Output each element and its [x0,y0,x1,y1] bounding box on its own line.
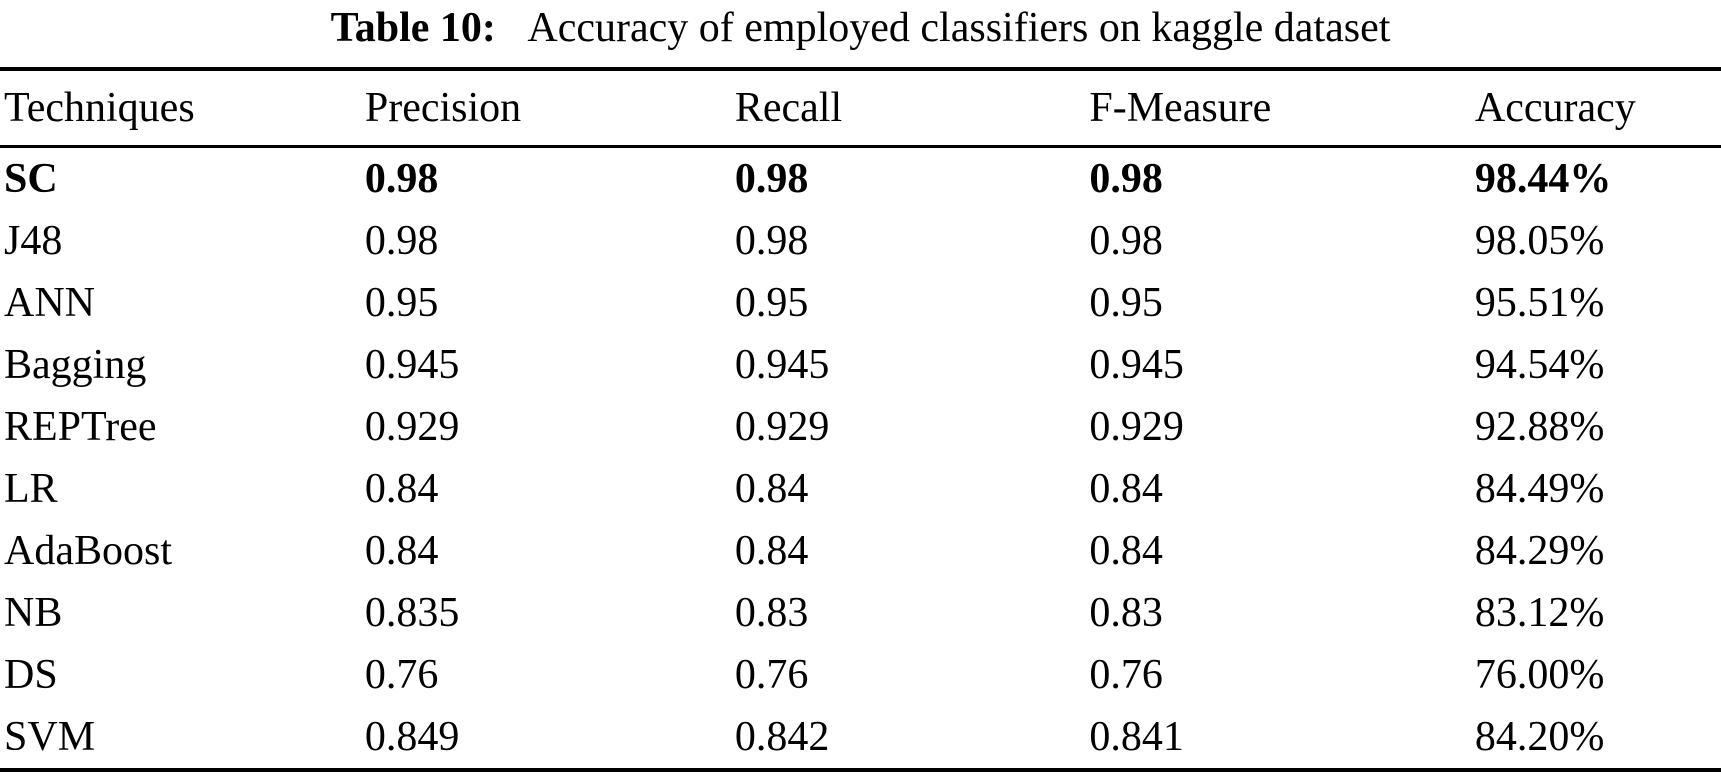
cell-technique: SVM [4,714,96,761]
table-row: SVM 0.849 0.842 0.841 84.20% [0,706,1721,770]
cell-technique: SC [4,156,58,203]
table-header: Techniques Precision Recall F-Measure Accura… [0,69,1721,149]
cell-accuracy: 98.05% [1474,218,1605,265]
header-row: Techniques Precision Recall F-Measure Accura… [0,69,1721,149]
table-row: J48 0.98 0.98 0.98 98.05% [0,210,1721,272]
cell-accuracy: 84.29% [1474,528,1605,575]
cell-recall: 0.945 [734,342,830,389]
cell-recall: 0.95 [734,280,809,327]
column-header-precision: Precision [364,69,735,149]
cell-technique: LR [4,466,58,513]
cell-technique: DS [4,652,58,699]
cell-precision: 0.929 [364,404,460,451]
table-row: NB 0.835 0.83 0.83 83.12% [0,582,1721,644]
cell-f_measure: 0.98 [1089,156,1163,203]
cell-f_measure: 0.95 [1089,280,1163,327]
cell-recall: 0.76 [734,652,809,699]
cell-technique: Bagging [4,342,147,389]
cell-recall: 0.84 [734,466,809,513]
cell-accuracy: 94.54% [1474,342,1605,389]
table-row: SC 0.98 0.98 0.98 98.44% [0,147,1721,211]
cell-precision: 0.84 [364,466,439,513]
cell-accuracy: 84.49% [1474,466,1605,513]
cell-precision: 0.95 [364,280,439,327]
cell-precision: 0.98 [364,218,439,265]
table-row: LR 0.84 0.84 0.84 84.49% [0,458,1721,520]
cell-f_measure: 0.929 [1089,404,1184,451]
cell-precision: 0.835 [364,590,460,637]
cell-accuracy: 95.51% [1474,280,1605,327]
cell-f_measure: 0.84 [1089,466,1163,513]
table-row: AdaBoost 0.84 0.84 0.84 84.29% [0,520,1721,582]
cell-f_measure: 0.98 [1089,218,1163,265]
cell-recall: 0.98 [734,218,809,265]
cell-accuracy: 83.12% [1474,590,1605,637]
cell-f_measure: 0.76 [1089,652,1163,699]
table-caption-label: Table 10: [330,5,496,51]
table-row: Bagging 0.945 0.945 0.945 94.54% [0,334,1721,396]
cell-precision: 0.849 [364,714,460,761]
table-row: ANN 0.95 0.95 0.95 95.51% [0,272,1721,334]
column-header-accuracy: Accuracy [1474,69,1721,149]
cell-accuracy: 92.88% [1474,404,1605,451]
cell-technique: REPTree [4,404,157,451]
cell-precision: 0.98 [364,156,439,203]
caption-spacer [506,5,527,51]
column-header-recall: Recall [734,69,1090,149]
column-header-technique: Techniques [0,69,365,149]
cell-f_measure: 0.945 [1089,342,1184,389]
table-body: SC 0.98 0.98 0.98 98.44% J48 0.98 0.98 0.98 98.05… [0,147,1721,771]
cell-recall: 0.929 [734,404,830,451]
column-header-f_measure: F-Measure [1089,69,1475,149]
cell-f_measure: 0.84 [1089,528,1163,575]
results-table: Techniques Precision Recall F-Measure Accura… [0,67,1721,773]
cell-recall: 0.84 [734,528,809,575]
table-row: REPTree 0.929 0.929 0.929 92.88% [0,396,1721,458]
cell-precision: 0.945 [364,342,460,389]
table-caption-text: Accuracy of employed classifiers on kagg… [527,5,1391,51]
table-caption: Table 10: Accuracy of employed classifie… [0,0,1721,51]
cell-precision: 0.76 [364,652,439,699]
cell-f_measure: 0.841 [1089,714,1184,761]
cell-technique: NB [4,590,63,637]
cell-technique: J48 [4,218,63,265]
cell-recall: 0.98 [734,156,809,203]
cell-technique: AdaBoost [4,528,172,575]
cell-precision: 0.84 [364,528,439,575]
cell-recall: 0.842 [734,714,830,761]
cell-accuracy: 76.00% [1474,652,1605,699]
cell-technique: ANN [4,280,95,327]
table-row: DS 0.76 0.76 0.76 76.00% [0,644,1721,706]
cell-recall: 0.83 [734,590,809,637]
cell-f_measure: 0.83 [1089,590,1163,637]
cell-accuracy: 98.44% [1474,156,1612,203]
cell-accuracy: 84.20% [1474,714,1605,761]
